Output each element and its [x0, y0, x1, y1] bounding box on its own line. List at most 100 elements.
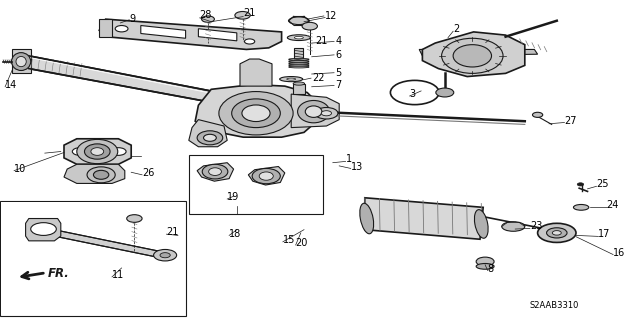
- Text: 7: 7: [335, 80, 342, 91]
- Ellipse shape: [197, 131, 223, 145]
- Circle shape: [244, 39, 255, 44]
- Ellipse shape: [474, 210, 488, 238]
- Bar: [1, 202, 184, 315]
- Circle shape: [115, 26, 128, 32]
- Polygon shape: [293, 84, 305, 94]
- Text: 22: 22: [312, 73, 325, 83]
- Text: 2: 2: [453, 24, 460, 34]
- Ellipse shape: [219, 92, 293, 135]
- Ellipse shape: [287, 35, 310, 41]
- Circle shape: [538, 223, 576, 242]
- Text: 19: 19: [227, 192, 239, 202]
- Text: 25: 25: [596, 179, 609, 189]
- Text: 21: 21: [243, 8, 255, 19]
- Text: 18: 18: [229, 228, 241, 239]
- Ellipse shape: [209, 168, 221, 175]
- Ellipse shape: [442, 38, 503, 73]
- Circle shape: [315, 108, 338, 119]
- Polygon shape: [195, 85, 317, 137]
- Text: S2AAB3310: S2AAB3310: [530, 301, 579, 310]
- Ellipse shape: [232, 99, 280, 128]
- Ellipse shape: [287, 78, 296, 80]
- Ellipse shape: [87, 167, 115, 183]
- Text: 12: 12: [325, 11, 337, 21]
- Polygon shape: [64, 139, 131, 164]
- Text: 3: 3: [410, 89, 416, 99]
- Circle shape: [577, 183, 584, 186]
- Polygon shape: [198, 29, 237, 41]
- Bar: [189, 155, 323, 214]
- Text: 6: 6: [335, 50, 342, 60]
- Polygon shape: [291, 94, 339, 128]
- Text: 11: 11: [112, 270, 124, 280]
- Polygon shape: [422, 32, 525, 77]
- Text: 17: 17: [598, 229, 611, 240]
- Ellipse shape: [294, 36, 303, 39]
- Ellipse shape: [202, 16, 214, 22]
- Ellipse shape: [289, 58, 309, 60]
- Ellipse shape: [84, 144, 110, 159]
- Ellipse shape: [12, 53, 31, 70]
- Polygon shape: [240, 59, 272, 86]
- Ellipse shape: [360, 203, 374, 234]
- Text: 21: 21: [315, 36, 327, 46]
- Ellipse shape: [16, 56, 26, 67]
- Polygon shape: [29, 56, 227, 105]
- Ellipse shape: [502, 222, 525, 231]
- Ellipse shape: [252, 168, 280, 184]
- Ellipse shape: [293, 82, 305, 85]
- Text: 27: 27: [564, 115, 577, 126]
- Ellipse shape: [289, 66, 309, 68]
- Polygon shape: [38, 226, 163, 258]
- Text: 24: 24: [607, 200, 619, 210]
- Polygon shape: [189, 120, 227, 147]
- Polygon shape: [64, 164, 125, 183]
- Ellipse shape: [259, 172, 273, 180]
- Ellipse shape: [573, 204, 589, 210]
- Ellipse shape: [476, 257, 494, 266]
- Polygon shape: [26, 219, 61, 241]
- Text: 5: 5: [335, 68, 342, 78]
- Text: 26: 26: [142, 168, 154, 178]
- Ellipse shape: [93, 170, 109, 179]
- Text: 8: 8: [488, 263, 494, 274]
- Ellipse shape: [77, 139, 118, 164]
- Text: 20: 20: [296, 238, 308, 248]
- Polygon shape: [141, 26, 186, 38]
- Text: 23: 23: [530, 221, 542, 232]
- Ellipse shape: [302, 22, 317, 30]
- Text: 14: 14: [5, 80, 17, 91]
- Ellipse shape: [532, 112, 543, 117]
- Text: 4: 4: [335, 36, 342, 47]
- Ellipse shape: [242, 105, 270, 122]
- Ellipse shape: [289, 17, 309, 25]
- Ellipse shape: [289, 60, 309, 62]
- Ellipse shape: [31, 223, 56, 235]
- Ellipse shape: [289, 62, 309, 64]
- Ellipse shape: [453, 45, 492, 67]
- Circle shape: [154, 249, 177, 261]
- Text: 16: 16: [613, 248, 625, 258]
- Text: 28: 28: [200, 10, 212, 20]
- Ellipse shape: [235, 11, 250, 19]
- Bar: [0, 201, 186, 316]
- Circle shape: [547, 228, 567, 238]
- Text: 10: 10: [14, 164, 26, 174]
- Ellipse shape: [289, 64, 309, 66]
- Text: 15: 15: [283, 235, 295, 245]
- Polygon shape: [12, 49, 31, 73]
- Circle shape: [160, 253, 170, 258]
- Polygon shape: [419, 49, 538, 56]
- Text: 1: 1: [346, 154, 352, 165]
- Ellipse shape: [436, 88, 454, 97]
- Text: FR.: FR.: [48, 267, 70, 280]
- Ellipse shape: [476, 263, 494, 269]
- Ellipse shape: [280, 77, 303, 82]
- Circle shape: [552, 231, 561, 235]
- Ellipse shape: [204, 134, 216, 141]
- Ellipse shape: [305, 106, 322, 117]
- Ellipse shape: [298, 100, 330, 123]
- Circle shape: [111, 148, 126, 155]
- Polygon shape: [365, 198, 483, 239]
- Circle shape: [321, 111, 332, 116]
